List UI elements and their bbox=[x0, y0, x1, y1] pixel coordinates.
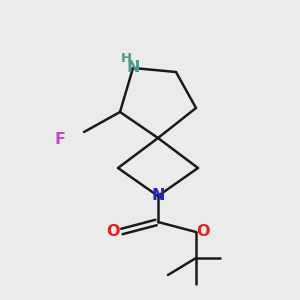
Text: H: H bbox=[120, 52, 132, 64]
Text: N: N bbox=[126, 61, 140, 76]
Text: F: F bbox=[55, 133, 65, 148]
Text: N: N bbox=[151, 188, 165, 203]
Text: O: O bbox=[106, 224, 120, 239]
Text: O: O bbox=[196, 224, 210, 239]
